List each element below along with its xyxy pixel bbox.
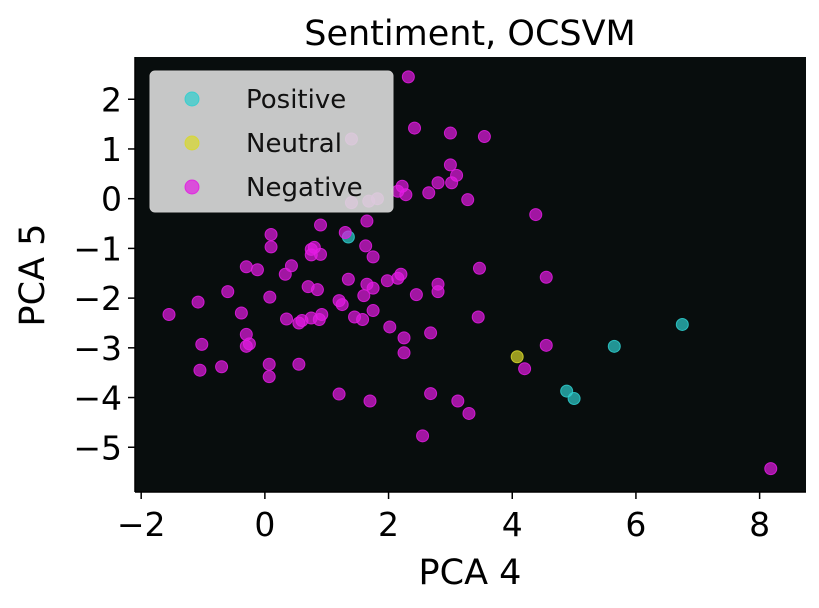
point-negative-27 — [314, 247, 328, 261]
point-negative-84 — [416, 429, 430, 443]
x-tick-label: 0 — [254, 505, 275, 544]
point-negative-77 — [262, 370, 276, 384]
point-negative-38 — [341, 272, 355, 286]
point-negative-61 — [366, 304, 380, 318]
point-negative-21 — [264, 227, 278, 241]
point-neutral-0 — [510, 350, 524, 364]
point-negative-51 — [162, 308, 176, 322]
legend-marker-positive — [184, 91, 200, 107]
point-negative-65 — [471, 310, 485, 324]
y-tick-label: −2 — [73, 279, 122, 318]
y-tick-label: 2 — [101, 80, 122, 119]
point-positive-2 — [567, 392, 581, 406]
point-negative-52 — [191, 295, 205, 309]
point-negative-75 — [215, 360, 229, 374]
legend: Positive Neutral Negative — [149, 70, 394, 213]
point-negative-43 — [221, 285, 235, 299]
point-negative-76 — [193, 363, 207, 377]
point-negative-74 — [292, 357, 306, 371]
legend-marker-neutral — [184, 135, 200, 151]
point-negative-85 — [764, 462, 778, 476]
point-negative-60 — [356, 312, 370, 326]
point-negative-81 — [424, 387, 438, 401]
y-tick-label: 1 — [101, 130, 122, 169]
point-negative-83 — [462, 406, 476, 420]
point-negative-32 — [278, 267, 292, 281]
y-axis-label: PCA 5 — [13, 224, 53, 327]
point-negative-66 — [234, 306, 248, 320]
point-negative-2 — [443, 126, 457, 140]
x-tick-label: 8 — [749, 505, 770, 544]
point-negative-58 — [315, 308, 329, 322]
legend-box — [149, 70, 394, 213]
x-tick-label: 4 — [502, 505, 523, 544]
point-negative-40 — [366, 281, 380, 295]
data-points — [162, 70, 778, 476]
point-negative-53 — [280, 312, 294, 326]
legend-label-neutral: Neutral — [246, 129, 342, 159]
axes: −2 0 2 4 6 8 2 1 0 −1 −2 −3 −4 −5 — [73, 57, 806, 544]
point-negative-5 — [443, 158, 457, 172]
legend-label-positive: Positive — [246, 85, 346, 115]
point-negative-44 — [263, 290, 277, 304]
point-negative-72 — [539, 338, 553, 352]
x-tick-label: −2 — [117, 505, 166, 544]
x-axis-label: PCA 4 — [419, 553, 522, 593]
point-negative-30 — [250, 263, 264, 277]
point-negative-37 — [380, 274, 394, 288]
y-tick-label: −5 — [73, 428, 122, 467]
point-negative-29 — [239, 260, 253, 274]
point-negative-70 — [195, 337, 209, 351]
point-negative-12 — [422, 186, 436, 200]
point-negative-46 — [335, 298, 349, 312]
point-negative-28 — [366, 250, 380, 264]
point-negative-33 — [472, 261, 486, 275]
point-negative-16 — [461, 193, 475, 207]
point-negative-73 — [262, 357, 276, 371]
point-negative-0 — [401, 70, 415, 84]
point-negative-78 — [518, 362, 532, 376]
point-negative-34 — [539, 270, 553, 284]
point-negative-36 — [394, 267, 408, 281]
point-negative-50 — [431, 285, 445, 299]
point-negative-80 — [363, 394, 377, 408]
point-negative-42 — [310, 283, 324, 297]
point-negative-3 — [477, 130, 491, 144]
point-negative-63 — [397, 331, 411, 345]
x-tick-label: 6 — [625, 505, 646, 544]
y-tick-label: −3 — [73, 329, 122, 368]
point-negative-22 — [264, 240, 278, 254]
point-negative-20 — [338, 225, 352, 239]
point-negative-82 — [451, 394, 465, 408]
point-positive-4 — [675, 317, 689, 331]
point-negative-18 — [360, 214, 374, 228]
x-tick-label: 2 — [378, 505, 399, 544]
y-tick-label: 0 — [101, 180, 122, 219]
point-negative-48 — [409, 288, 423, 302]
point-negative-17 — [529, 208, 543, 222]
y-tick-label: −1 — [73, 229, 122, 268]
point-negative-64 — [424, 326, 438, 340]
point-negative-7 — [431, 176, 445, 190]
y-tick-label: −4 — [73, 379, 122, 418]
legend-label-negative: Negative — [246, 173, 363, 203]
point-negative-62 — [383, 320, 397, 334]
point-negative-1 — [408, 121, 422, 135]
point-negative-19 — [314, 218, 328, 232]
point-negative-79 — [332, 387, 346, 401]
point-negative-11 — [399, 188, 413, 202]
chart-title: Sentiment, OCSVM — [304, 14, 636, 54]
point-negative-71 — [397, 346, 411, 360]
point-negative-23 — [359, 239, 373, 253]
point-negative-8 — [445, 176, 459, 190]
point-negative-69 — [242, 337, 256, 351]
point-negative-47 — [357, 289, 371, 303]
legend-marker-negative — [184, 179, 200, 195]
point-positive-3 — [607, 339, 621, 353]
